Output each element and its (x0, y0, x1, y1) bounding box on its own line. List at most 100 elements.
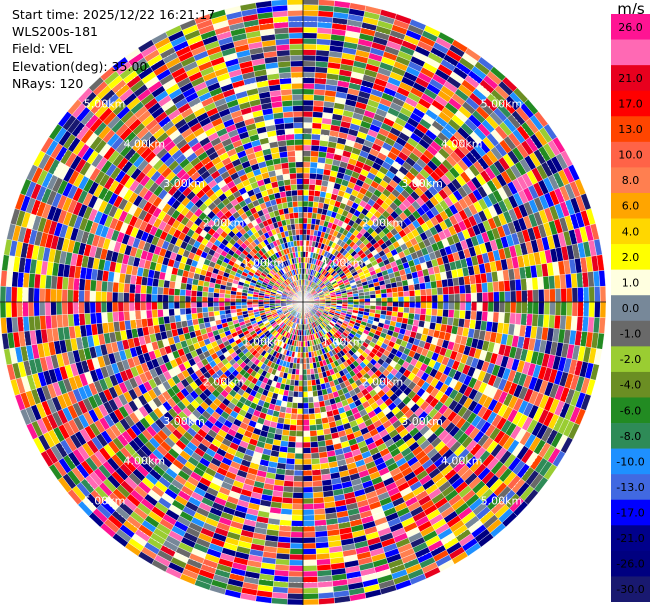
ppi-cell (447, 285, 455, 295)
ppi-cell (302, 565, 318, 572)
ppi-cell (414, 307, 421, 315)
ppi-cell (493, 301, 500, 313)
ppi-cell (588, 301, 595, 318)
ppi-cell (284, 474, 295, 482)
ppi-cell (598, 317, 606, 334)
ppi-cell (302, 408, 310, 415)
ppi-cell (420, 307, 427, 316)
ppi-cell (174, 314, 182, 323)
ppi-cell (520, 278, 528, 291)
ppi-cell (168, 315, 176, 324)
ppi-cell (22, 301, 29, 317)
ppi-cell (290, 525, 304, 533)
ppi-cell (397, 285, 404, 293)
ppi-cell (299, 363, 304, 370)
ppi-cell (100, 291, 108, 303)
ppi-cell (426, 295, 433, 303)
ppi-cell (305, 352, 310, 359)
ppi-cell (307, 385, 313, 392)
ppi-cell (218, 293, 226, 299)
ppi-cell (190, 295, 197, 303)
ppi-cell (413, 283, 421, 291)
ppi-cell (397, 306, 405, 313)
ppi-cell (302, 531, 316, 538)
ppi-cell (179, 307, 186, 316)
ppi-cell (294, 464, 304, 471)
ppi-cell (33, 301, 40, 317)
ppi-cell (453, 285, 461, 295)
ppi-cell (313, 94, 325, 102)
ppi-cell (289, 542, 304, 550)
ppi-cell (442, 301, 450, 310)
ppi-cell (318, 597, 335, 605)
ppi-cell (293, 469, 304, 477)
ppi-cell (241, 298, 248, 303)
ppi-cell (402, 312, 410, 319)
ppi-cell (566, 287, 573, 303)
ppi-cell (308, 184, 316, 191)
ppi-cell (289, 419, 298, 426)
ppi-cell (386, 301, 393, 307)
ppi-cell (313, 195, 320, 203)
ppi-cell (486, 281, 494, 293)
ppi-cell (157, 286, 164, 295)
ppi-cell (375, 293, 382, 299)
ppi-cell (302, 127, 313, 135)
ppi-cell (302, 464, 312, 471)
ppi-cell (73, 277, 80, 291)
ppi-cell (224, 297, 231, 303)
ppi-cell (571, 301, 579, 317)
ppi-cell (287, 587, 304, 594)
ppi-cell (302, 481, 313, 488)
ppi-cell (454, 293, 461, 303)
ppi-cell (370, 301, 377, 307)
ppi-cell (50, 288, 57, 303)
ppi-cell (55, 301, 63, 316)
ppi-cell (224, 309, 232, 315)
ppi-cell (298, 374, 304, 381)
ppi-cell (369, 294, 377, 299)
ppi-cell (302, 111, 314, 118)
ppi-cell (459, 310, 466, 320)
ppi-cell (309, 172, 317, 180)
ppi-cell (202, 311, 209, 319)
ppi-cell (302, 369, 308, 376)
ppi-cell (290, 413, 298, 420)
ppi-cell (408, 307, 416, 314)
ppi-cell (408, 312, 415, 320)
ppi-cell (252, 304, 259, 308)
ppi-cell (302, 469, 313, 477)
ppi-cell (310, 150, 320, 158)
ppi-cell (316, 167, 325, 175)
ppi-cell (470, 283, 477, 294)
ppi-cell (302, 88, 315, 95)
ppi-cell (196, 312, 204, 319)
ppi-cell (302, 576, 318, 583)
ppi-cell (128, 301, 136, 312)
ppi-cell (302, 593, 319, 600)
ppi-cell (84, 312, 92, 326)
ppi-cell (302, 363, 307, 370)
ppi-cell (72, 289, 80, 303)
ppi-cell (173, 308, 181, 316)
ppi-cell (291, 520, 304, 527)
ppi-cell (392, 306, 399, 313)
ppi-cell (302, 228, 308, 235)
ppi-cell (414, 289, 421, 297)
ppi-cell (402, 285, 410, 292)
ppi-cell (284, 469, 295, 476)
ppi-cell (184, 301, 192, 309)
ppi-cell (196, 285, 204, 292)
ppi-cell (302, 54, 317, 62)
ppi-cell (134, 310, 142, 320)
ppi-cell (403, 290, 410, 297)
ppi-cell (582, 301, 590, 318)
ppi-cell (288, 576, 304, 583)
ppi-cell (313, 513, 327, 521)
ppi-cell (392, 301, 399, 308)
ppi-cell (287, 441, 296, 448)
ppi-cell (420, 288, 427, 297)
ppi-cell (279, 519, 292, 527)
ppi-cell (364, 298, 371, 303)
ppi-cell (22, 287, 29, 303)
